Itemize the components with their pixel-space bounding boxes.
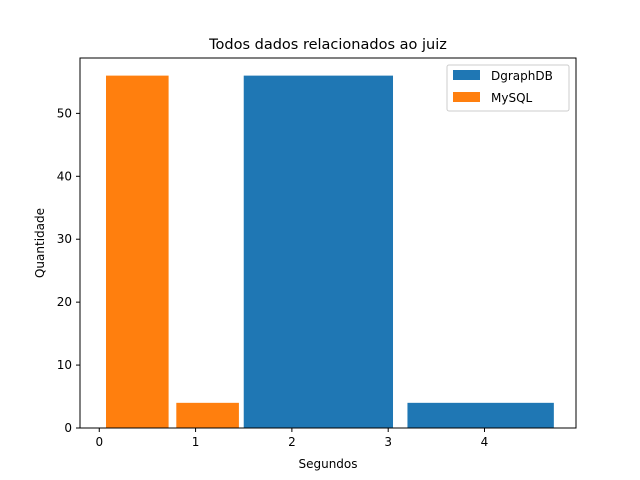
x-tick-label: 1 (192, 435, 200, 449)
x-axis-label: Segundos (298, 457, 357, 471)
x-tick-label: 4 (481, 435, 489, 449)
bars-layer (106, 75, 554, 428)
legend-swatch-dgraphdb (453, 70, 480, 80)
plot-frame (79, 57, 577, 429)
legend-swatch-mysql (453, 92, 480, 102)
bar-dgraphdb-1 (407, 402, 554, 428)
x-axis-ticks: 0 1 2 3 4 (95, 428, 488, 449)
legend: DgraphDB MySQL (446, 64, 570, 112)
y-tick-label: 50 (57, 106, 72, 120)
bar-mysql-0 (106, 75, 169, 428)
x-tick-label: 3 (384, 435, 392, 449)
y-axis-ticks: 0 10 20 30 40 50 (57, 106, 80, 435)
y-tick-label: 40 (57, 169, 72, 183)
bar-dgraphdb-0 (243, 75, 394, 428)
bar-mysql-1 (176, 402, 239, 428)
legend-label-dgraphdb: DgraphDB (491, 69, 553, 83)
y-tick-label: 0 (64, 421, 72, 435)
x-tick-label: 0 (95, 435, 103, 449)
y-axis-label: Quantidade (33, 208, 47, 278)
y-tick-label: 30 (57, 232, 72, 246)
chart-title: Todos dados relacionados ao juiz (208, 37, 447, 53)
y-tick-label: 10 (57, 358, 72, 372)
x-tick-label: 2 (288, 435, 296, 449)
legend-label-mysql: MySQL (491, 91, 533, 105)
y-tick-label: 20 (57, 295, 72, 309)
